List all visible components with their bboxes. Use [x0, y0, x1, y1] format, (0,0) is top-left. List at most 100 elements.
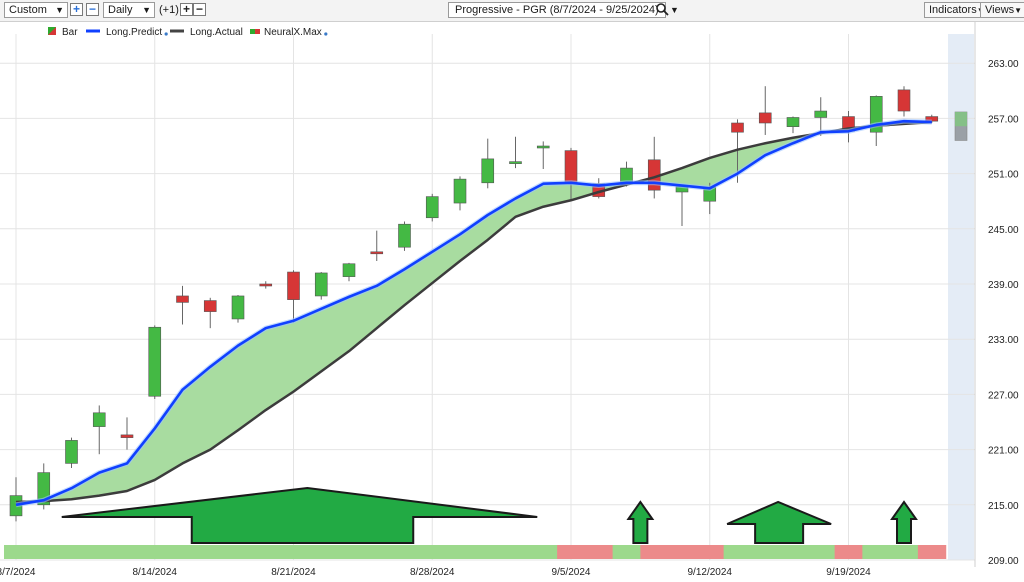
x-tick-label: 9/19/2024: [826, 567, 871, 578]
band-red-cell: [668, 545, 697, 559]
signal-triangle: [61, 486, 538, 544]
x-tick-label: 9/12/2024: [688, 567, 733, 578]
candle-up: [398, 223, 411, 248]
long-predict-line: [15, 119, 932, 507]
price-chart[interactable]: 263.00 257.00 251.00 245.00 239.00 233.00 227.…: [0, 22, 1024, 582]
candle-up: [92, 412, 106, 427]
candle-up: [814, 110, 828, 118]
band-red-cell: [557, 545, 586, 559]
candle-down: [203, 300, 217, 312]
signal-arrow-up-wide: [726, 500, 832, 544]
band-green-cell: [418, 545, 447, 559]
x-tick-label: 8/14/2024: [133, 567, 178, 578]
band-green-cell: [224, 545, 253, 559]
y-axis: 263.00 257.00 251.00 245.00 239.00 233.00 227.…: [974, 22, 1019, 567]
candle-up: [536, 145, 550, 149]
legend: Bar Long.Predict Long.Actual NeuralX.Max: [48, 27, 328, 38]
band-green-cell: [307, 545, 336, 559]
x-tick-label: 9/5/2024: [552, 567, 591, 578]
chart-background: [0, 22, 1024, 582]
zoom-in-button[interactable]: +: [70, 3, 83, 16]
x-tick-label: 8/28/2024: [410, 567, 455, 578]
toolbar: Custom ▼ + − Daily ▼ (+1) + − Progressiv…: [0, 0, 1024, 22]
band-red-cell: [695, 545, 725, 559]
signal-shapes: [61, 486, 918, 544]
forecast-bar-top: [955, 111, 967, 127]
band-green-cell: [335, 545, 364, 559]
predict-actual-area: [16, 121, 932, 505]
views-label: Views: [985, 4, 1015, 16]
band-red-cell: [917, 545, 947, 559]
candle-up: [342, 263, 356, 277]
signal-arrow-up: [890, 500, 918, 544]
period-select[interactable]: Custom ▼: [4, 2, 68, 18]
candle-down: [758, 112, 772, 124]
chart-title-field[interactable]: Progressive - PGR (8/7/2024 - 9/25/2024): [448, 2, 666, 18]
candle-up: [509, 161, 522, 164]
candle-up: [231, 295, 245, 320]
legend-dot: [164, 32, 168, 36]
band-green-cell: [279, 545, 308, 559]
signal-band: [4, 545, 947, 559]
band-green-cell: [196, 545, 225, 559]
band-green-cell: [4, 545, 33, 559]
y-tick-label: 257.00: [988, 114, 1019, 125]
search-icon: [656, 3, 669, 16]
candle-up: [314, 272, 328, 297]
offset-label: (+1): [159, 4, 179, 16]
period-select-value: Custom: [9, 4, 47, 16]
x-axis: 8/7/2024 8/14/2024 8/21/2024 8/28/2024 9/5/2…: [0, 567, 871, 578]
candle-down: [287, 271, 300, 300]
candle-down: [897, 89, 911, 112]
candle-down: [120, 434, 134, 438]
band-green-cell: [113, 545, 142, 559]
band-green-cell: [168, 545, 197, 559]
band-green-cell: [362, 545, 392, 559]
band-green-cell: [751, 545, 780, 559]
band-green-cell: [862, 545, 891, 559]
legend-swatch-neural: [250, 29, 256, 34]
interval-select[interactable]: Daily ▼: [103, 2, 155, 18]
band-green-cell: [390, 545, 419, 559]
zoom-out-button[interactable]: −: [86, 3, 99, 16]
candle-up: [65, 440, 78, 464]
candle-up: [786, 117, 800, 127]
y-tick-label: 239.00: [988, 280, 1019, 291]
y-tick-label: 215.00: [988, 501, 1019, 512]
chevron-down-icon[interactable]: ▼: [670, 5, 679, 15]
search-button[interactable]: [655, 2, 669, 18]
x-tick-label: 8/7/2024: [0, 567, 36, 578]
chevron-down-icon: ▼: [1014, 6, 1023, 15]
band-green-cell: [612, 545, 641, 559]
indicator-lines: [15, 118, 932, 508]
y-tick-label: 245.00: [988, 225, 1019, 236]
candle-down: [731, 122, 744, 133]
legend-label: Long.Actual: [190, 27, 243, 38]
y-tick-label: 251.00: [988, 170, 1019, 181]
chevron-down-icon: ▼: [55, 5, 64, 15]
indicators-button[interactable]: Indicators▼: [924, 2, 990, 18]
long-actual-line: [15, 120, 932, 504]
band-green-cell: [723, 545, 752, 559]
legend-dot: [324, 32, 328, 36]
band-red-cell: [584, 545, 614, 559]
offset-minus-button[interactable]: −: [193, 3, 206, 16]
offset-plus-button[interactable]: +: [180, 3, 193, 16]
chevron-down-icon: ▼: [142, 5, 151, 15]
legend-label: Long.Predict: [106, 27, 162, 38]
legend-swatch-bar-red: [48, 27, 56, 35]
candle-down: [370, 251, 384, 255]
band-red-cell: [834, 545, 863, 559]
legend-label: NeuralX.Max: [264, 27, 322, 38]
candle-down: [259, 283, 273, 287]
candle-up: [148, 326, 162, 397]
legend-label: Bar: [62, 27, 78, 38]
y-tick-label: 263.00: [988, 59, 1019, 70]
band-green-cell: [57, 545, 86, 559]
views-button[interactable]: Views▼: [980, 2, 1024, 18]
signal-arrow-up: [626, 500, 655, 544]
band-red-cell: [640, 545, 669, 559]
band-green-cell: [140, 545, 170, 559]
band-green-cell: [501, 545, 530, 559]
band-green-cell: [29, 545, 59, 559]
